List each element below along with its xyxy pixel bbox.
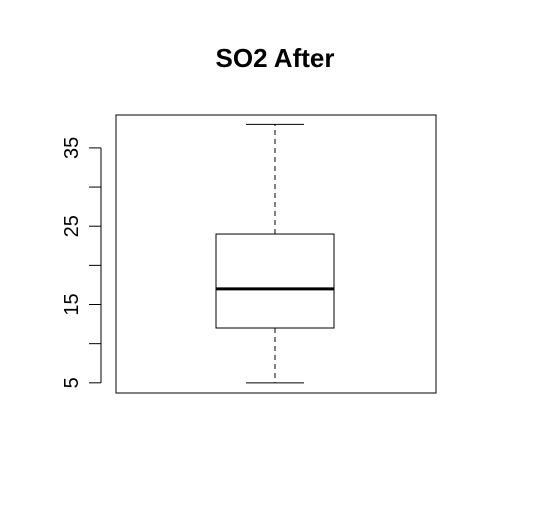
- plot-frame: [115, 114, 437, 394]
- y-tick-label: 15: [61, 293, 83, 315]
- chart-title: SO2 After: [216, 43, 335, 73]
- y-axis: 5 15 25 35: [61, 137, 102, 388]
- interquartile-box: [215, 233, 335, 329]
- y-tick-label: 5: [61, 377, 83, 388]
- box-plot: [215, 123, 335, 384]
- y-tick-label: 25: [61, 215, 83, 237]
- y-tick-label: 35: [61, 137, 83, 159]
